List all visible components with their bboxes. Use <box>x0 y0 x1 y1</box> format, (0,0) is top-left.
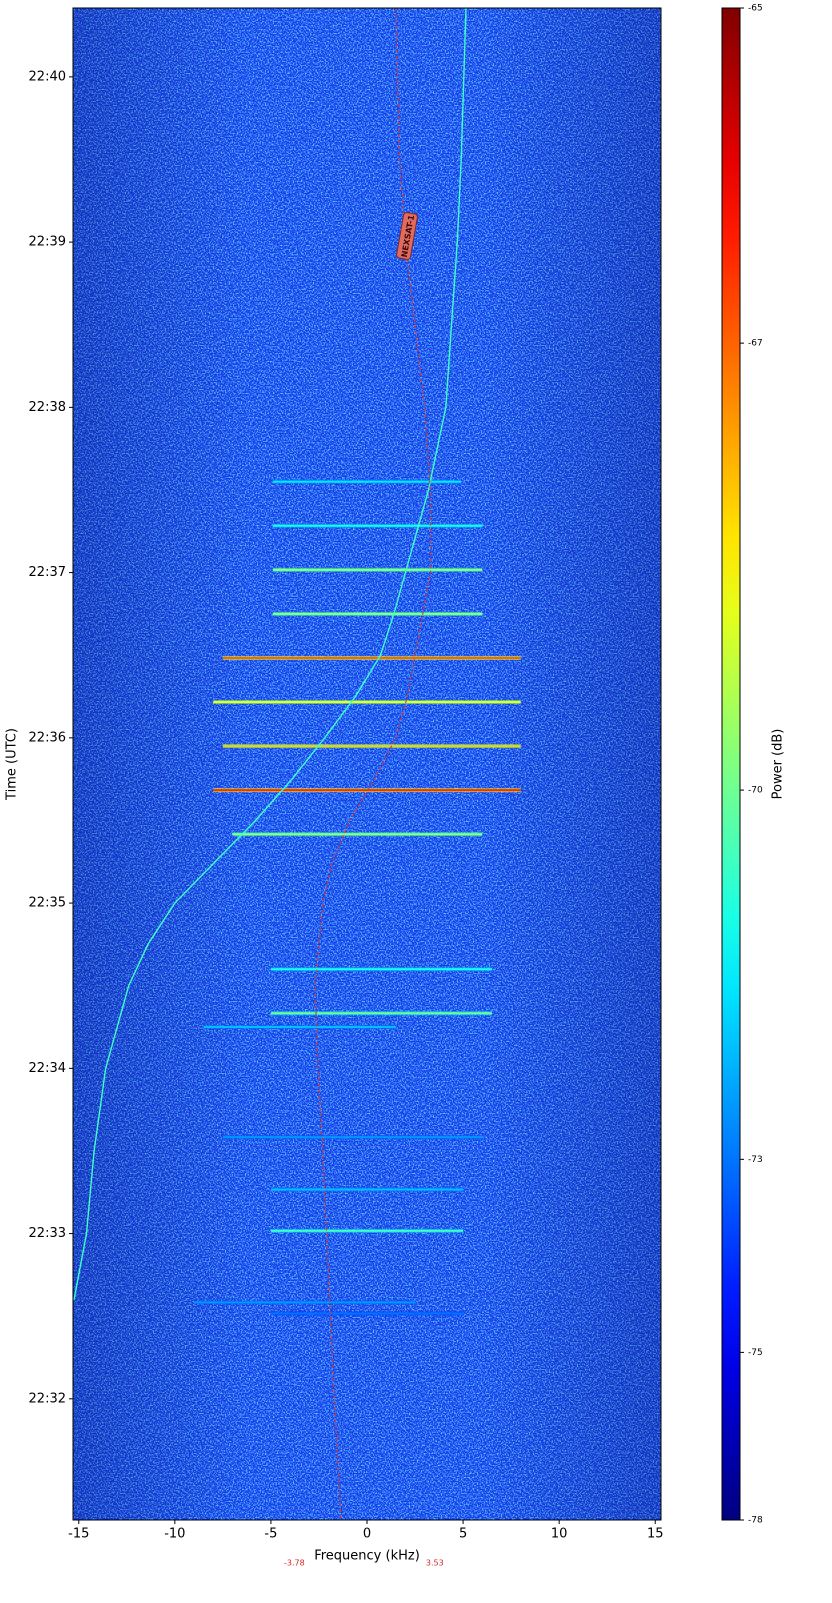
y-tick-label: 22:34 <box>29 1061 66 1076</box>
burst <box>194 1301 416 1304</box>
y-axis-label: Time (UTC) <box>5 728 20 801</box>
x-tick-label: 5 <box>459 1527 467 1542</box>
x-axis-label: Frequency (kHz) <box>314 1549 420 1564</box>
burst <box>272 480 462 483</box>
burst <box>213 701 521 704</box>
y-tick-label: 22:35 <box>29 896 66 911</box>
burst <box>270 1229 464 1232</box>
y-tick-label: 22:33 <box>29 1226 66 1241</box>
colorbar-tick-label: -65 <box>748 4 763 14</box>
label-box <box>396 212 418 260</box>
colorbar-tick-label: -78 <box>748 1516 763 1526</box>
freq-marker-label: 3.53 <box>426 1559 444 1568</box>
burst <box>270 1312 464 1315</box>
x-tick-label: -15 <box>68 1527 89 1542</box>
burst <box>213 789 521 792</box>
spectrogram-background <box>73 8 661 1520</box>
trace <box>314 7 431 1521</box>
burst <box>270 968 492 971</box>
burst <box>222 745 521 748</box>
x-tick-label: 0 <box>363 1527 371 1542</box>
y-tick-label: 22:36 <box>29 730 66 745</box>
burst <box>222 1136 483 1139</box>
colorbar-label: Power (dB) <box>771 729 786 800</box>
y-tick-label: 22:37 <box>29 565 66 580</box>
trace <box>73 7 467 1300</box>
y-tick-label: 22:40 <box>29 69 66 84</box>
burst <box>203 1026 396 1029</box>
burst <box>270 1012 492 1015</box>
vignette <box>73 8 661 1520</box>
colorbar-tick-label: -73 <box>748 1155 763 1165</box>
burst <box>272 524 483 527</box>
x-tick-label: 10 <box>551 1527 568 1542</box>
burst <box>272 568 483 571</box>
burst <box>272 612 483 615</box>
data-layer <box>73 7 521 1521</box>
colorbar <box>721 7 741 1521</box>
burst <box>232 833 483 836</box>
colorbar-tick-label: -70 <box>748 786 763 796</box>
x-tick-label: -10 <box>164 1527 185 1542</box>
burst <box>222 656 521 659</box>
y-tick-label: 22:39 <box>29 235 66 250</box>
y-tick-label: 22:32 <box>29 1391 66 1406</box>
y-tick-label: 22:38 <box>29 400 66 415</box>
x-tick-label: -5 <box>264 1527 277 1542</box>
burst <box>270 1188 464 1191</box>
colorbar-tick-label: -67 <box>748 339 763 349</box>
colorbar-tick-label: -75 <box>748 1348 763 1358</box>
freq-marker-label: -3.78 <box>284 1559 305 1568</box>
x-tick-label: 15 <box>647 1527 664 1542</box>
satellite-label: NEXSAT-1 <box>396 212 418 260</box>
